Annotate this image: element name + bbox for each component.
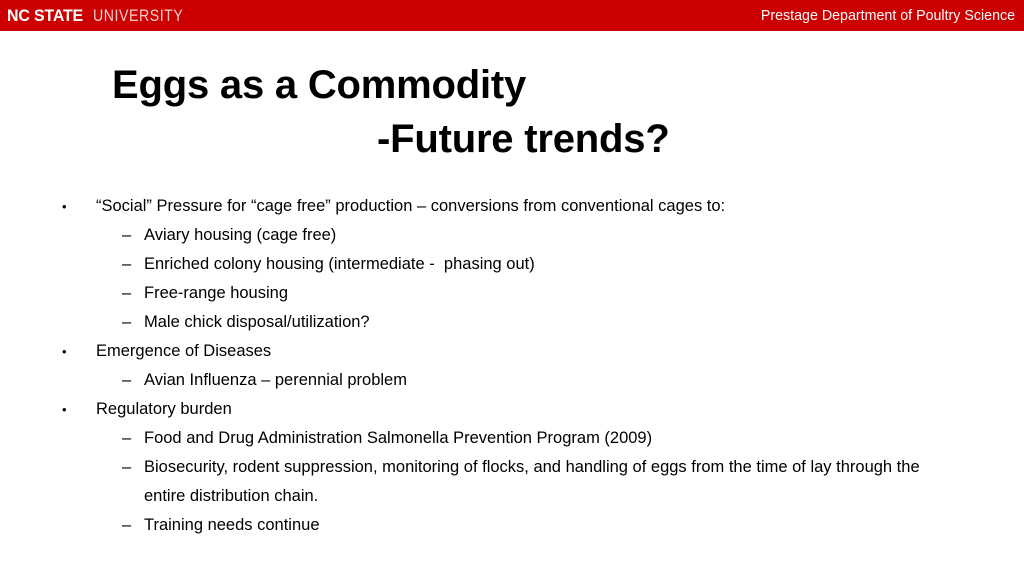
bullet-text: Food and Drug Administration Salmonella … — [144, 429, 653, 447]
bullet-item-level-2: – Enriched colony housing (intermediate -… — [0, 250, 1024, 279]
bullet-item-level-2: – Male chick disposal/utilization? — [0, 308, 1024, 337]
bullet-item-level-2: – Training needs continue — [0, 511, 1024, 540]
bullet-text: Regulatory burden — [96, 400, 232, 418]
bullet-dash-icon: – — [122, 429, 132, 447]
bullet-dot-icon: • — [62, 402, 67, 417]
bullet-item-level-2: – Food and Drug Administration Salmonella… — [0, 424, 1024, 453]
bullet-text: Avian Influenza – perennial problem — [144, 371, 407, 389]
bullet-text: Aviary housing (cage free) — [144, 226, 337, 244]
bullet-item-level-2: – Biosecurity, rodent suppression, monito… — [0, 453, 1024, 511]
bullet-item-level-1: • “Social” Pressure for “cage free” produ… — [0, 192, 1024, 221]
bullet-item-level-2: – Aviary housing (cage free) — [0, 221, 1024, 250]
slide-title: Eggs as a Commodity -Future trends? — [0, 58, 1024, 166]
page-title-line-2: -Future trends? — [377, 117, 670, 161]
bullet-text: Emergence of Diseases — [96, 342, 272, 360]
bullet-text: Free-range housing — [144, 284, 289, 302]
bullet-item-level-1: • Regulatory burden — [0, 395, 1024, 424]
header-banner: NC STATE UNIVERSITY Prestage Department … — [0, 0, 1024, 31]
bullet-dot-icon: • — [62, 344, 67, 359]
bullet-item-level-2: – Free-range housing — [0, 279, 1024, 308]
brand-primary-text: NC STATE — [7, 5, 84, 25]
bullet-dash-icon: – — [122, 255, 132, 273]
bullet-dash-icon: – — [122, 226, 132, 244]
bullet-text: Training needs continue — [144, 516, 320, 534]
bullet-dash-icon: – — [122, 458, 132, 476]
bullet-text: Enriched colony housing (intermediate - … — [144, 255, 535, 273]
bullet-dash-icon: – — [122, 284, 132, 302]
page-title-line-1: Eggs as a Commodity — [112, 63, 527, 107]
brand-secondary-text: UNIVERSITY — [92, 6, 184, 25]
bullet-text: Biosecurity, rodent suppression, monitor… — [144, 458, 925, 505]
bullet-dash-icon: – — [122, 371, 132, 389]
department-name: Prestage Department of Poultry Science — [761, 7, 1016, 24]
bullet-item-level-1: • Emergence of Diseases — [0, 337, 1024, 366]
bullet-dash-icon: – — [122, 516, 132, 534]
bullet-dot-icon: • — [62, 199, 67, 214]
slide-body: • “Social” Pressure for “cage free” produ… — [0, 192, 1024, 540]
bullet-item-level-2: – Avian Influenza – perennial problem — [0, 366, 1024, 395]
nc-state-university-logo: NC STATE UNIVERSITY — [0, 7, 198, 25]
bullet-dash-icon: – — [122, 313, 132, 331]
bullet-text: “Social” Pressure for “cage free” produc… — [96, 197, 726, 215]
bullet-text: Male chick disposal/utilization? — [144, 313, 370, 331]
